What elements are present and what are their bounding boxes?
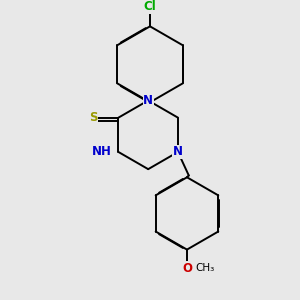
Text: CH₃: CH₃ bbox=[195, 263, 214, 273]
Text: Cl: Cl bbox=[144, 0, 156, 13]
Text: NH: NH bbox=[92, 146, 112, 158]
Text: O: O bbox=[182, 262, 192, 275]
Text: N: N bbox=[173, 146, 183, 158]
Text: N: N bbox=[143, 94, 153, 107]
Text: S: S bbox=[89, 111, 98, 124]
